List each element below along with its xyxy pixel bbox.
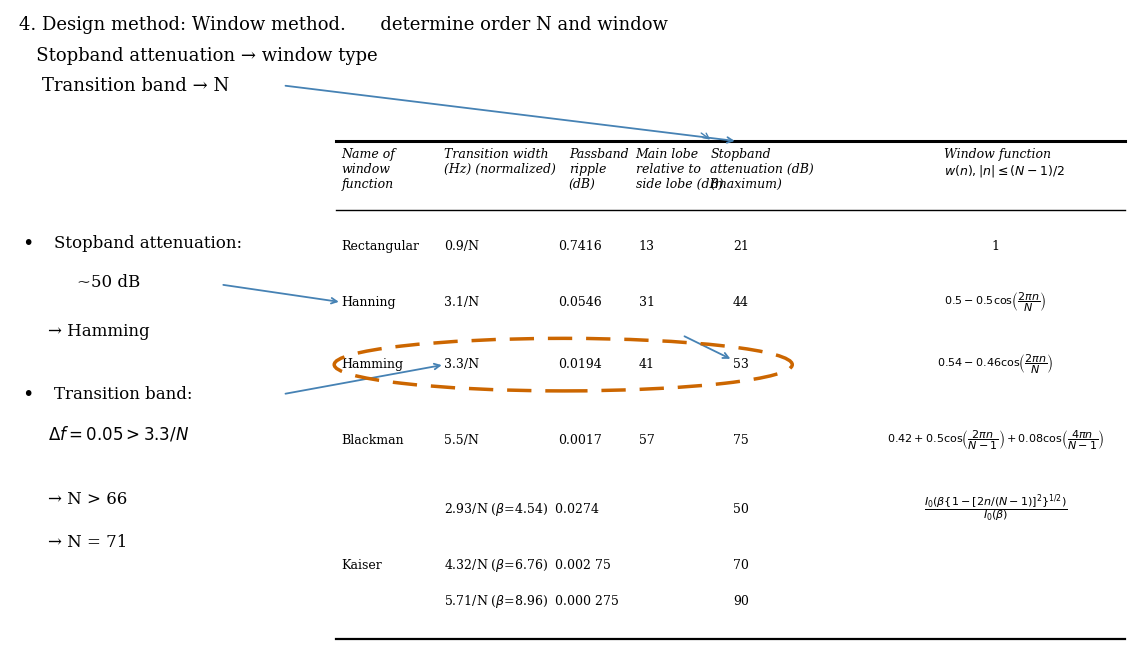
Text: 31: 31 — [639, 296, 655, 309]
Text: Stopband attenuation:: Stopband attenuation: — [54, 235, 242, 252]
Text: 0.9/N: 0.9/N — [444, 240, 480, 253]
Text: Window function
$w(n), |n| \leq (N-1)/2$: Window function $w(n), |n| \leq (N-1)/2$ — [944, 148, 1065, 179]
Text: 0.7416: 0.7416 — [559, 240, 602, 253]
Text: 0.0017: 0.0017 — [559, 434, 602, 447]
Text: Name of
window
function: Name of window function — [342, 148, 396, 191]
Text: → N = 71: → N = 71 — [48, 533, 127, 551]
Text: 21: 21 — [733, 240, 749, 253]
Text: Stopband attenuation → window type: Stopband attenuation → window type — [19, 47, 378, 65]
Text: Stopband
attenuation (dB)
(maximum): Stopband attenuation (dB) (maximum) — [710, 148, 814, 191]
Text: 2.93/N ($\beta$=4.54)  0.0274: 2.93/N ($\beta$=4.54) 0.0274 — [444, 501, 601, 518]
Text: 90: 90 — [733, 595, 749, 608]
Text: Transition band:: Transition band: — [54, 386, 192, 403]
Text: 75: 75 — [733, 434, 749, 447]
Text: 3.3/N: 3.3/N — [444, 358, 480, 371]
Text: 70: 70 — [733, 558, 749, 572]
Text: Passband
ripple
(dB): Passband ripple (dB) — [569, 148, 629, 191]
Text: 5.71/N ($\beta$=8.96)  0.000 275: 5.71/N ($\beta$=8.96) 0.000 275 — [444, 593, 620, 610]
Text: Kaiser: Kaiser — [342, 558, 382, 572]
Text: → N > 66: → N > 66 — [48, 491, 127, 508]
Text: $0.42+0.5\cos\!\left(\dfrac{2\pi n}{N-1}\right)+0.08\cos\!\left(\dfrac{4\pi n}{N: $0.42+0.5\cos\!\left(\dfrac{2\pi n}{N-1}… — [887, 428, 1104, 452]
Text: $0.5-0.5\cos\!\left(\dfrac{2\pi n}{N}\right)$: $0.5-0.5\cos\!\left(\dfrac{2\pi n}{N}\ri… — [944, 290, 1046, 314]
Text: 57: 57 — [639, 434, 655, 447]
Text: Rectangular: Rectangular — [342, 240, 420, 253]
Text: •: • — [23, 234, 34, 252]
Text: 53: 53 — [733, 358, 749, 371]
Text: → Hamming: → Hamming — [48, 323, 149, 340]
Text: 50: 50 — [733, 503, 749, 516]
Text: Hamming: Hamming — [342, 358, 404, 371]
Text: 4.32/N ($\beta$=6.76)  0.002 75: 4.32/N ($\beta$=6.76) 0.002 75 — [444, 556, 612, 574]
Text: $\Delta f = 0.05 > 3.3/N$: $\Delta f = 0.05 > 3.3/N$ — [48, 424, 189, 443]
Text: $\dfrac{I_0(\beta\{1-[2n/(N-1)]^2\}^{1/2})}{I_0(\beta)}$: $\dfrac{I_0(\beta\{1-[2n/(N-1)]^2\}^{1/2… — [924, 493, 1067, 525]
Text: Main lobe
relative to
side lobe (dB): Main lobe relative to side lobe (dB) — [636, 148, 723, 191]
Text: 0.0194: 0.0194 — [559, 358, 602, 371]
Text: 5.5/N: 5.5/N — [444, 434, 480, 447]
Text: Transition width
(Hz) (normalized): Transition width (Hz) (normalized) — [444, 148, 556, 176]
Text: 0.0546: 0.0546 — [559, 296, 602, 309]
Text: 44: 44 — [733, 296, 749, 309]
Text: 4. Design method: Window method.      determine order N and window: 4. Design method: Window method. determi… — [19, 16, 668, 34]
Text: 1: 1 — [991, 240, 1000, 253]
Text: $0.54-0.46\cos\!\left(\dfrac{2\pi n}{N}\right)$: $0.54-0.46\cos\!\left(\dfrac{2\pi n}{N}\… — [936, 353, 1054, 376]
Text: Blackman: Blackman — [342, 434, 404, 447]
Text: •: • — [23, 385, 34, 403]
Text: 3.1/N: 3.1/N — [444, 296, 480, 309]
Text: Transition band → N: Transition band → N — [19, 77, 230, 95]
Text: 41: 41 — [639, 358, 655, 371]
Text: ~50 dB: ~50 dB — [77, 274, 140, 291]
Text: Hanning: Hanning — [342, 296, 396, 309]
Text: 13: 13 — [639, 240, 655, 253]
